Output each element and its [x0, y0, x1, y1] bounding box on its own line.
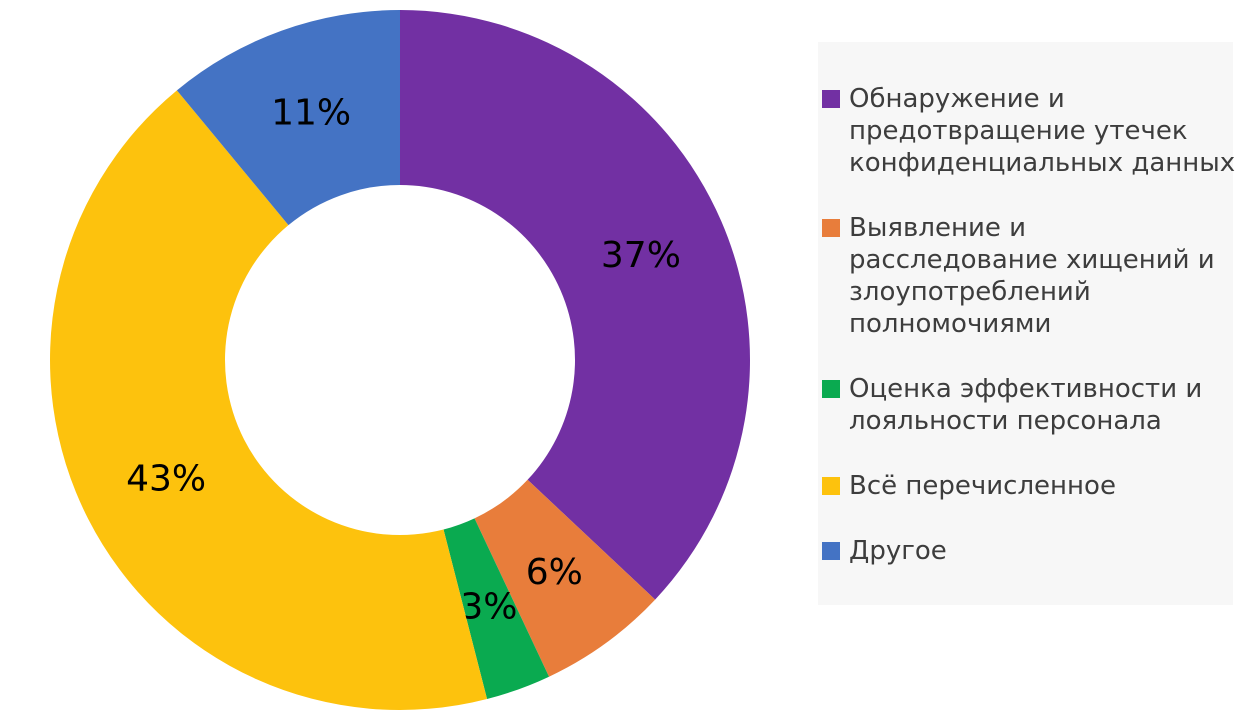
legend-item-1: Обнаружение и предотвращение утечек конфид…: [822, 83, 1235, 179]
legend-item-2: Выявление и расследование хищений и злоупо…: [822, 212, 1227, 340]
legend-item-4: Всё перечисленное: [822, 470, 1227, 502]
pie-slice-3: [443, 518, 550, 699]
legend-label-5: Другое: [849, 535, 947, 567]
legend-label-2: Выявление и расследование хищений и злоупо…: [849, 212, 1215, 340]
legend-label-line: злоупотреблений: [849, 277, 1091, 307]
pie-percent-label-4: 43%: [126, 459, 206, 500]
legend-swatch-2: [822, 219, 840, 237]
legend-label-line: Выявление и: [849, 213, 1026, 243]
legend-swatch-1: [822, 90, 840, 108]
legend-label-line: предотвращение утечек: [849, 116, 1188, 146]
pie-slice-1: [400, 10, 750, 600]
legend-label-line: Обнаружение и: [849, 84, 1065, 114]
pie-slice-2: [474, 479, 656, 677]
legend-label-line: Другое: [849, 536, 947, 566]
legend-label-line: полномочиями: [849, 309, 1052, 339]
legend-label-line: Оценка эффективности и: [849, 374, 1203, 404]
pie-percent-label-2: 6%: [526, 552, 583, 593]
pie-percent-label-5: 11%: [271, 93, 351, 134]
legend-item-5: Другое: [822, 535, 1227, 567]
legend-label-1: Обнаружение и предотвращение утечек конфид…: [849, 83, 1235, 179]
donut-chart-area: 37% 6% 3% 43% 11%: [50, 10, 750, 710]
pie-percent-label-3: 3%: [460, 587, 517, 628]
legend-label-line: лояльности персонала: [849, 406, 1162, 436]
pie-percent-label-1: 37%: [601, 235, 681, 276]
pie-slice-4: [50, 90, 488, 710]
legend-swatch-3: [822, 380, 840, 398]
legend-label-4: Всё перечисленное: [849, 470, 1116, 502]
legend-label-3: Оценка эффективности и лояльности персона…: [849, 373, 1202, 437]
chart-legend: Обнаружение и предотвращение утечек конфид…: [818, 42, 1235, 605]
legend-label-line: конфиденциальных данных: [849, 148, 1236, 178]
donut-chart: 37% 6%3% 43% 11%: [50, 10, 750, 710]
legend-label-line: Всё перечисленное: [849, 471, 1116, 501]
legend-label-line: расследование хищений и: [849, 245, 1215, 275]
legend-item-3: Оценка эффективности и лояльности персона…: [822, 373, 1227, 437]
pie-slice-5: [176, 10, 400, 226]
legend-swatch-4: [822, 477, 840, 495]
legend-swatch-5: [822, 542, 840, 560]
